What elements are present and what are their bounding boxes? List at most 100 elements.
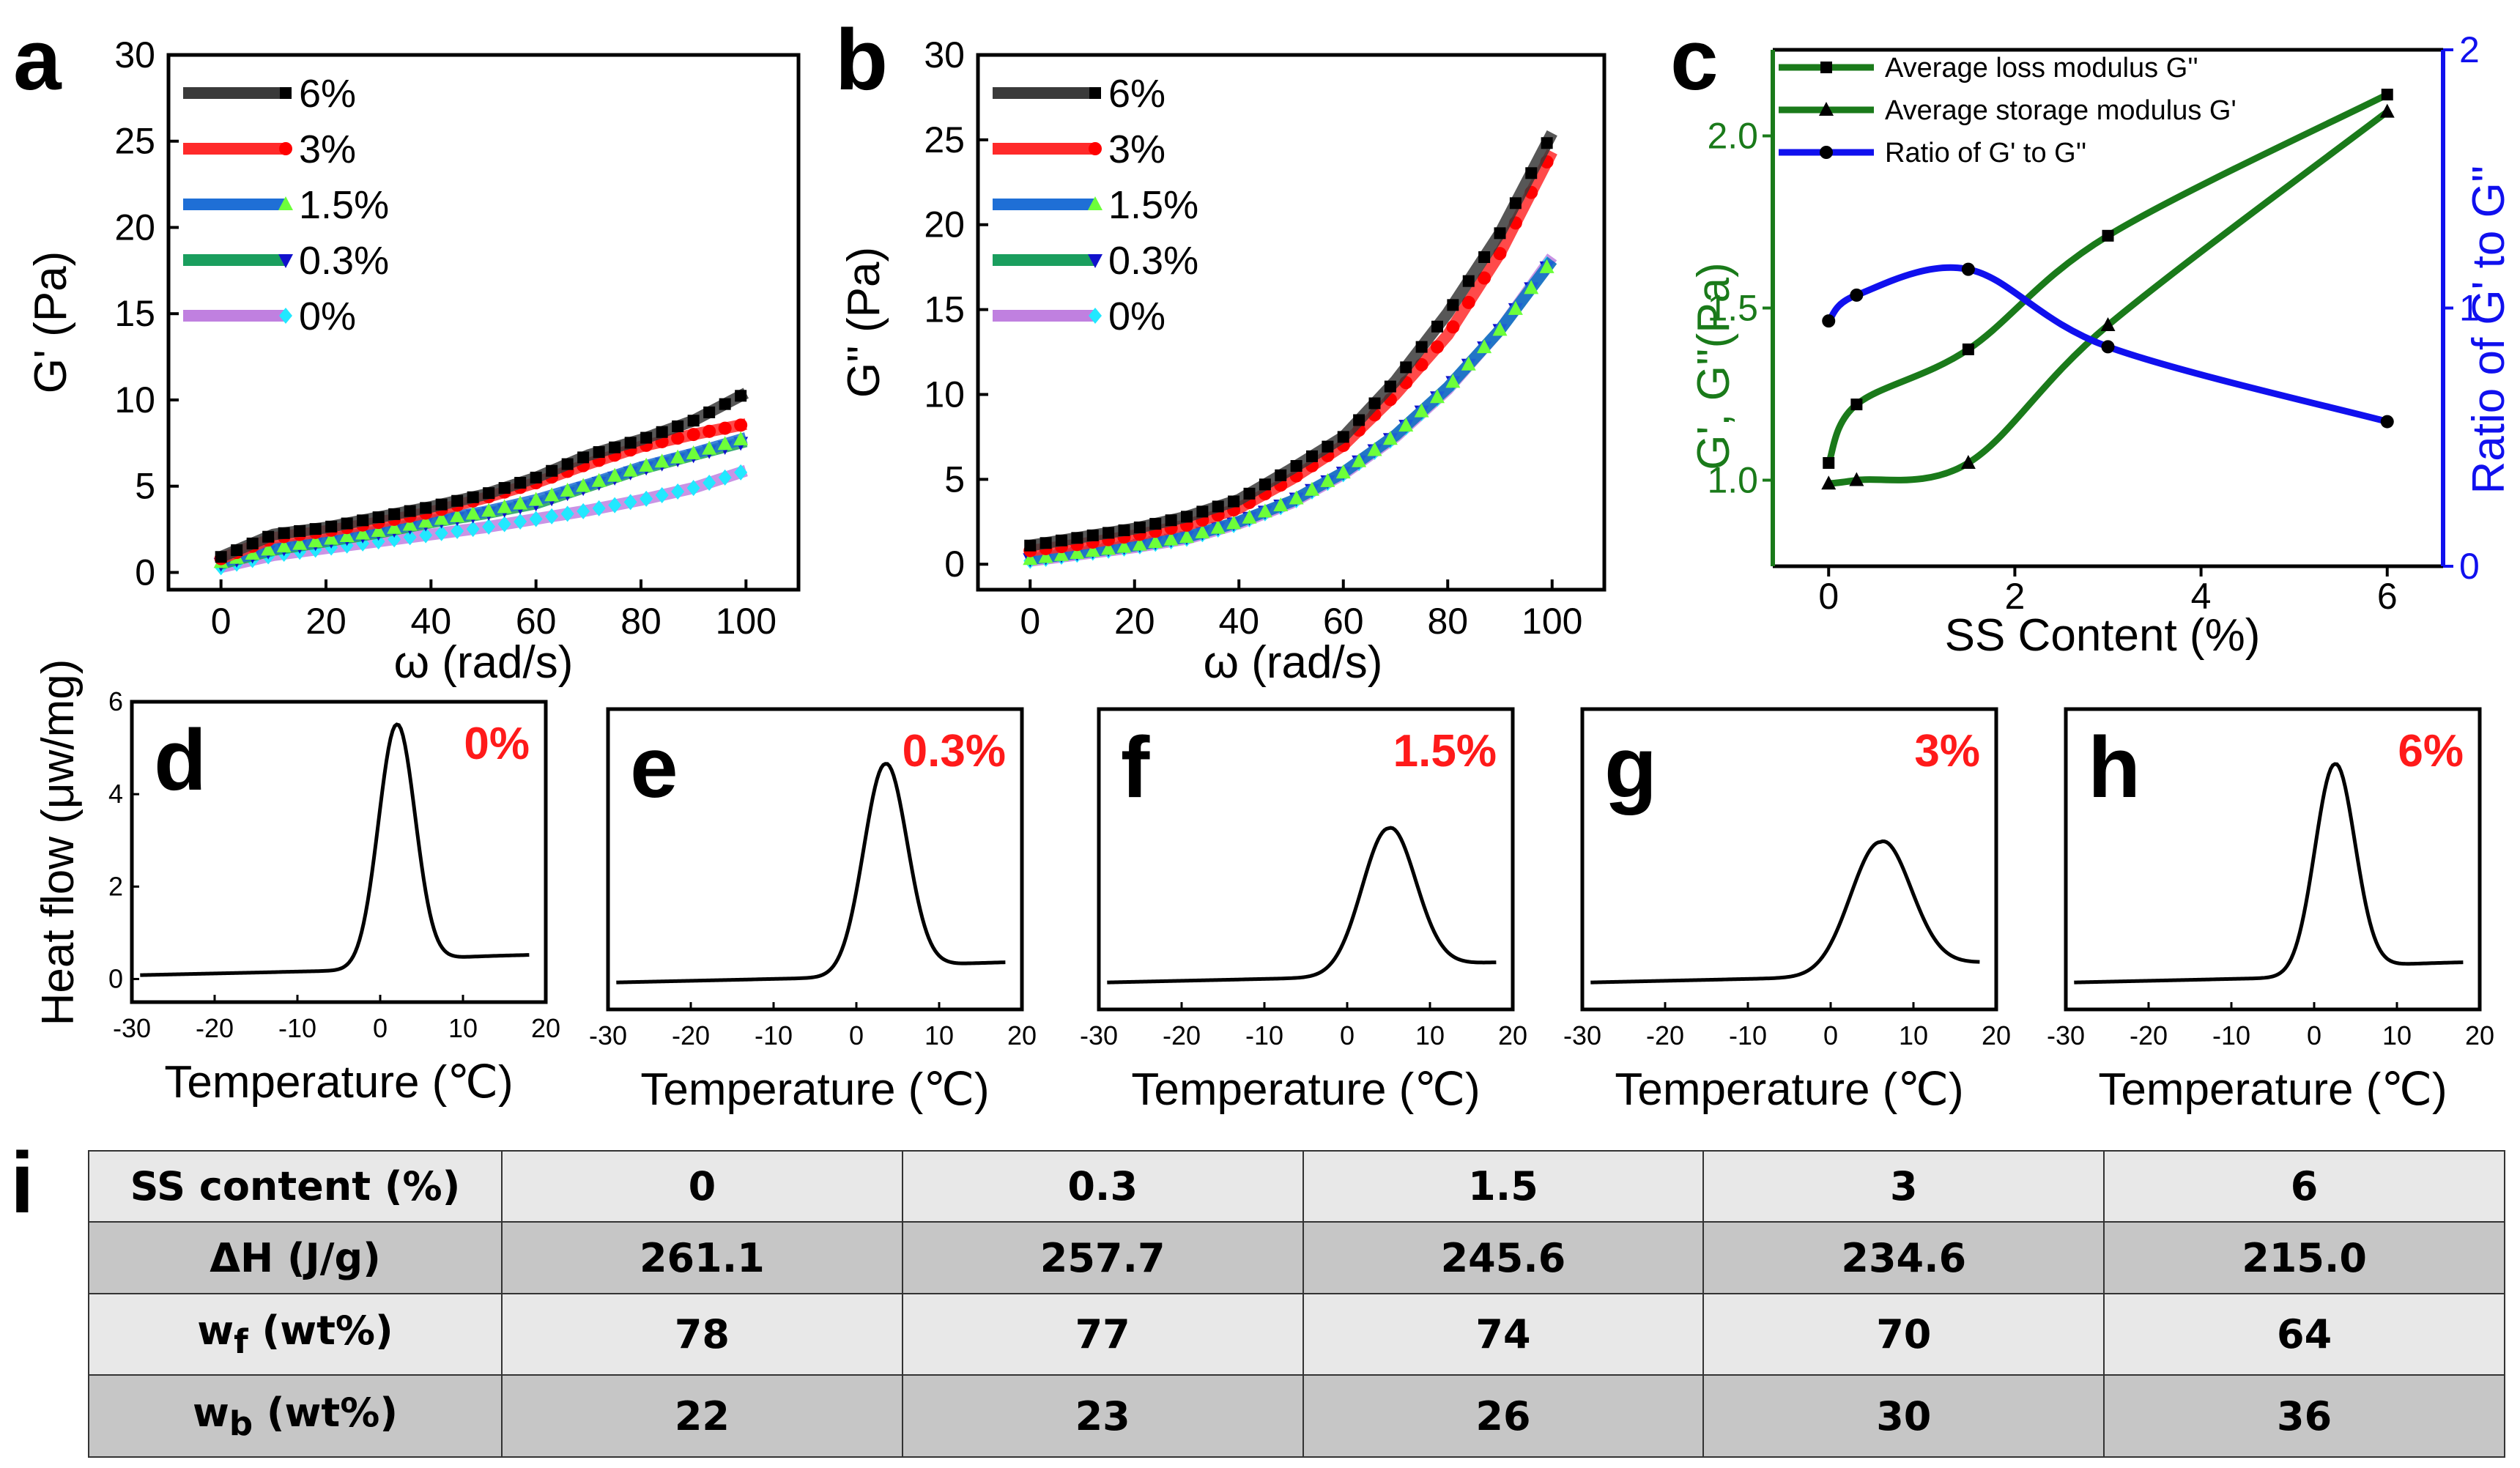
data-point-3% bbox=[734, 418, 748, 432]
dsc-x-tick-label: -30 bbox=[2047, 1020, 2085, 1050]
panel-c-label: c bbox=[1670, 12, 1719, 108]
data-point-6% bbox=[1384, 380, 1396, 393]
dsc-xlabel: Temperature (℃) bbox=[1131, 1064, 1480, 1115]
data-point-1.5% bbox=[1163, 531, 1179, 546]
panel-a-frame bbox=[166, 53, 801, 592]
y-right-tick-label: 2 bbox=[2459, 29, 2480, 70]
x-tick-label: 20 bbox=[1114, 601, 1155, 642]
legend-marker-0.3% bbox=[1088, 254, 1102, 268]
dsc-x-tick-label: -10 bbox=[278, 1013, 316, 1043]
data-point-6% bbox=[1415, 341, 1428, 353]
dsc-x-tick-label: 20 bbox=[1007, 1020, 1037, 1050]
data-point-1.5% bbox=[1382, 431, 1398, 445]
dsc-panel-d: -30 -20 -10 0 10 20 0 2 4 6 d 0% Temperature (℃) bbox=[108, 686, 560, 1108]
data-point-1.5% bbox=[1257, 503, 1272, 518]
data-point-1.5% bbox=[1352, 453, 1367, 467]
data-point-0% bbox=[545, 508, 559, 524]
data-point-0% bbox=[434, 524, 448, 541]
legend-marker-0% bbox=[279, 308, 292, 324]
data-point-0% bbox=[514, 513, 527, 530]
panel-d-percent: 0% bbox=[464, 719, 530, 769]
data-point-6% bbox=[1353, 414, 1365, 426]
wf-subscript: f bbox=[234, 1321, 248, 1361]
data-point-c0 bbox=[1962, 343, 1974, 355]
data-point-6% bbox=[577, 451, 590, 464]
legend-marker-0.3% bbox=[278, 254, 293, 268]
dsc-y-tick-label: 0 bbox=[108, 963, 123, 993]
y-tick-label: 10 bbox=[924, 374, 965, 415]
data-point-1.5% bbox=[418, 514, 434, 528]
table-cell: 234.6 bbox=[1702, 1221, 2105, 1294]
data-point-0% bbox=[577, 503, 590, 519]
x-tick-label: 4 bbox=[2191, 576, 2212, 617]
table-row: ΔH (J/g) 261.1 257.7 245.6 234.6 215.0 bbox=[88, 1221, 2505, 1294]
wb-symbol: w bbox=[192, 1389, 229, 1436]
data-point-6% bbox=[1181, 511, 1193, 523]
data-point-1.5% bbox=[1195, 524, 1210, 538]
data-point-6% bbox=[309, 523, 322, 535]
data-point-6% bbox=[1306, 450, 1318, 462]
data-point-c2 bbox=[1961, 262, 1975, 276]
table-cell: 22 bbox=[501, 1374, 903, 1458]
data-point-1.5% bbox=[387, 519, 402, 534]
y-right-tick-label: 1 bbox=[2459, 288, 2480, 329]
y-tick-label: 15 bbox=[924, 289, 965, 330]
table-cell: 74 bbox=[1302, 1292, 1705, 1376]
dsc-x-tick-label: -30 bbox=[1563, 1020, 1601, 1050]
y-tick-label: 25 bbox=[924, 119, 965, 160]
data-point-6% bbox=[1431, 320, 1443, 333]
data-point-c1 bbox=[2379, 103, 2395, 118]
panel-b-label: b bbox=[835, 12, 888, 108]
panel-c-ylabel-right: Ratio of G' to G'' bbox=[2464, 165, 2514, 494]
data-point-c1 bbox=[1821, 475, 1837, 490]
dsc-x-tick-label: 20 bbox=[1982, 1020, 2011, 1050]
data-point-1.5% bbox=[1210, 519, 1226, 534]
legend-label: Ratio of G' to G'' bbox=[1885, 138, 2086, 168]
data-point-0% bbox=[655, 486, 669, 503]
table-cell: 78 bbox=[501, 1292, 903, 1376]
table-row: wb (wt%) 22 23 26 30 36 bbox=[88, 1374, 2505, 1458]
y-tick-label: 1.5 bbox=[1707, 288, 1758, 329]
data-point-1.5% bbox=[717, 436, 733, 451]
dsc-x-tick-label: 0 bbox=[849, 1020, 864, 1050]
data-point-6% bbox=[1275, 469, 1287, 481]
data-point-0% bbox=[640, 490, 653, 507]
data-point-6% bbox=[1086, 529, 1099, 541]
dsc-x-tick-label: 0 bbox=[1340, 1020, 1354, 1050]
table-cell: 30 bbox=[1702, 1374, 2105, 1458]
data-point-1.5% bbox=[434, 511, 449, 525]
table-row: wf (wt%) 78 77 74 70 64 bbox=[88, 1292, 2505, 1376]
data-point-1.5% bbox=[308, 533, 323, 548]
table-cell: 257.7 bbox=[901, 1221, 1304, 1294]
data-point-1.5% bbox=[513, 495, 528, 510]
data-point-1.5% bbox=[1477, 339, 1492, 354]
data-point-6% bbox=[1494, 227, 1506, 240]
y-tick-label: 20 bbox=[924, 204, 965, 245]
data-point-1.5% bbox=[1289, 490, 1304, 505]
x-tick-label: 0 bbox=[1020, 601, 1040, 642]
panel-f-label: f bbox=[1121, 719, 1150, 816]
data-point-1.5% bbox=[355, 525, 371, 540]
data-point-1.5% bbox=[1273, 497, 1289, 512]
legend-marker-3% bbox=[1089, 142, 1102, 155]
data-point-1.5% bbox=[1398, 418, 1414, 432]
data-point-1.5% bbox=[1101, 541, 1116, 555]
legend-marker-1.5% bbox=[278, 196, 293, 210]
dsc-panel-g: -30 -20 -10 0 10 20 g 3% Temperature (℃) bbox=[1563, 707, 2011, 1115]
x-tick-label: 100 bbox=[1522, 601, 1582, 642]
data-point-6% bbox=[1478, 251, 1491, 264]
dsc-y-tick-label: 2 bbox=[108, 871, 123, 901]
data-point-1.5% bbox=[1414, 403, 1429, 418]
data-point-1.5% bbox=[639, 457, 654, 472]
data-point-3% bbox=[1446, 320, 1460, 334]
data-point-6% bbox=[593, 446, 605, 459]
legend-marker-6% bbox=[1089, 87, 1101, 99]
data-point-6% bbox=[1337, 431, 1349, 443]
data-point-6% bbox=[1056, 534, 1067, 546]
data-point-c2 bbox=[1822, 314, 1836, 328]
data-point-0% bbox=[592, 500, 606, 516]
data-point-0% bbox=[734, 464, 748, 481]
dsc-x-tick-label: 10 bbox=[924, 1020, 954, 1050]
